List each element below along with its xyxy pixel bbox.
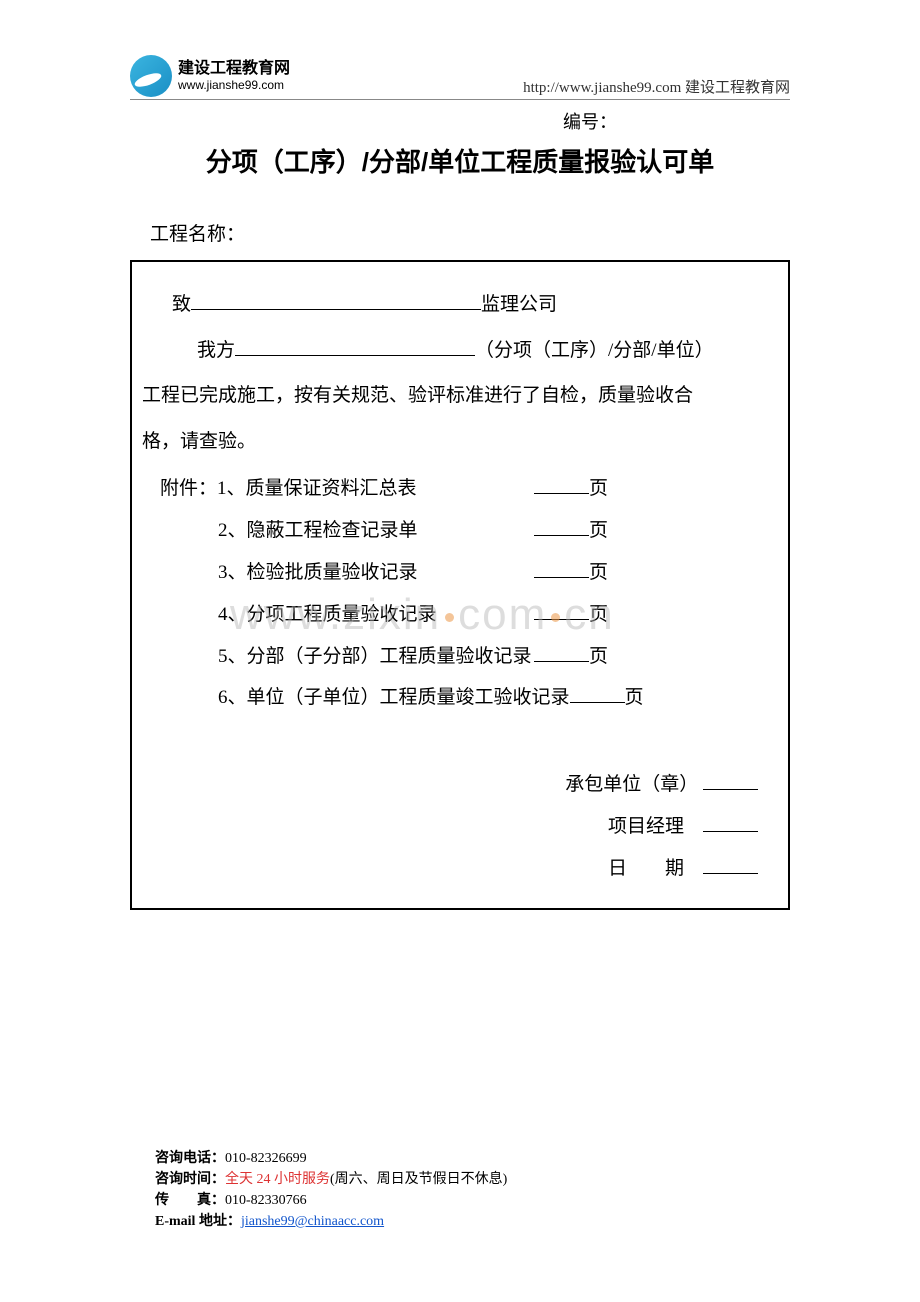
form-box: 致 监理公司 我方 （分项（工序）/分部/单位） 工程已完成施工，按有关规范、验评标… xyxy=(130,260,790,910)
sig-pm-blank[interactable] xyxy=(703,831,758,832)
attach-num: 3、 xyxy=(218,562,247,583)
serial-number-label: 编号： xyxy=(130,108,790,134)
email-link[interactable]: jianshe99@chinaacc.com xyxy=(241,1214,384,1229)
we-line: 我方 （分项（工序）/分部/单位） xyxy=(142,328,778,374)
sig-date-b: 期 xyxy=(665,858,684,879)
footer-email: E-mail 地址：jianshe99@chinaacc.com xyxy=(155,1211,507,1232)
sig-date-row: 日 期 xyxy=(142,848,758,890)
attach-text: 分部（子分部）工程质量验收记录 xyxy=(247,646,532,667)
attachments-block: 附件： 1、质量保证资料汇总表 页 2、隐蔽工程检查记录单 页 3、检验批质量验… xyxy=(142,468,778,719)
attach-num: 4、 xyxy=(218,604,247,625)
email-label: E-mail 地址： xyxy=(155,1214,241,1229)
page-unit: 页 xyxy=(589,478,608,499)
time-red: 全天 24 小时服务 xyxy=(225,1172,330,1187)
page-unit: 页 xyxy=(589,646,608,667)
time-label: 咨询时间： xyxy=(155,1172,225,1187)
attachment-row: 附件： 1、质量保证资料汇总表 页 xyxy=(142,468,778,510)
sig-pm-row: 项目经理 xyxy=(142,806,758,848)
time-rest: (周六、周日及节假日不休息) xyxy=(330,1172,507,1187)
attach-text: 分项工程质量验收记录 xyxy=(247,604,437,625)
attach-text: 单位（子单位）工程质量竣工验收记录 xyxy=(247,687,570,708)
phone-label: 咨询电话： xyxy=(155,1151,225,1166)
body-line-2: 格，请查验。 xyxy=(142,419,778,465)
footer-time: 咨询时间：全天 24 小时服务(周六、周日及节假日不休息) xyxy=(155,1169,507,1190)
attach-num: 1、 xyxy=(217,478,246,499)
project-name-label: 工程名称： xyxy=(130,219,790,246)
page-unit: 页 xyxy=(589,520,608,541)
footer: 咨询电话：010-82326699 咨询时间：全天 24 小时服务(周六、周日及… xyxy=(155,1148,507,1232)
header-right-text: http://www.jianshe99.com 建设工程教育网 xyxy=(523,76,790,97)
logo-area: 建设工程教育网 www.jianshe99.com xyxy=(130,55,290,97)
we-blank[interactable] xyxy=(235,355,475,356)
attachment-row: 3、检验批质量验收记录 页 xyxy=(142,552,778,594)
attachment-row: 5、分部（子分部）工程质量验收记录 页 xyxy=(142,636,778,678)
page-blank[interactable] xyxy=(534,493,589,494)
attach-text: 质量保证资料汇总表 xyxy=(246,478,417,499)
sig-pm-label: 项目经理 xyxy=(608,816,684,837)
to-prefix: 致 xyxy=(172,294,191,315)
we-suffix: （分项（工序）/分部/单位） xyxy=(475,340,714,361)
page-unit: 页 xyxy=(589,604,608,625)
footer-phone: 咨询电话：010-82326699 xyxy=(155,1148,507,1169)
attachment-row: 4、分项工程质量验收记录 页 xyxy=(142,594,778,636)
page-blank[interactable] xyxy=(570,702,625,703)
attach-text: 隐蔽工程检查记录单 xyxy=(247,520,418,541)
logo-url: www.jianshe99.com xyxy=(178,78,290,92)
page-blank[interactable] xyxy=(534,535,589,536)
signature-block: 承包单位（章） 项目经理 日 期 xyxy=(142,764,778,889)
to-line: 致 监理公司 xyxy=(142,282,778,328)
attach-label: 附件： xyxy=(160,468,217,510)
attachment-row: 2、隐蔽工程检查记录单 页 xyxy=(142,510,778,552)
body-line-1: 工程已完成施工，按有关规范、验评标准进行了自检，质量验收合 xyxy=(142,373,778,419)
we-prefix: 我方 xyxy=(197,340,235,361)
page-header: 建设工程教育网 www.jianshe99.com http://www.jia… xyxy=(130,55,790,100)
sig-contractor-row: 承包单位（章） xyxy=(142,764,758,806)
sig-contractor-blank[interactable] xyxy=(703,789,758,790)
to-blank[interactable] xyxy=(191,309,481,310)
attachment-row: 6、单位（子单位）工程质量竣工验收记录 页 xyxy=(142,677,778,719)
attach-text: 检验批质量验收记录 xyxy=(247,562,418,583)
footer-fax: 传 真：010-82330766 xyxy=(155,1190,507,1211)
page-unit: 页 xyxy=(589,562,608,583)
document-title: 分项（工序）/分部/单位工程质量报验认可单 xyxy=(130,142,790,179)
page-blank[interactable] xyxy=(534,619,589,620)
fax-value: 010-82330766 xyxy=(225,1193,307,1208)
sig-date-a: 日 xyxy=(608,858,627,879)
sig-date-blank[interactable] xyxy=(703,873,758,874)
logo-title: 建设工程教育网 xyxy=(178,59,290,78)
logo-icon xyxy=(130,55,172,97)
attach-num: 6、 xyxy=(218,687,247,708)
page-blank[interactable] xyxy=(534,577,589,578)
attach-num: 2、 xyxy=(218,520,247,541)
page-unit: 页 xyxy=(625,687,644,708)
page-blank[interactable] xyxy=(534,661,589,662)
sig-contractor-label: 承包单位（章） xyxy=(565,774,698,795)
to-suffix: 监理公司 xyxy=(481,294,557,315)
phone-value: 010-82326699 xyxy=(225,1151,307,1166)
attach-num: 5、 xyxy=(218,646,247,667)
fax-label: 传 真： xyxy=(155,1193,225,1208)
